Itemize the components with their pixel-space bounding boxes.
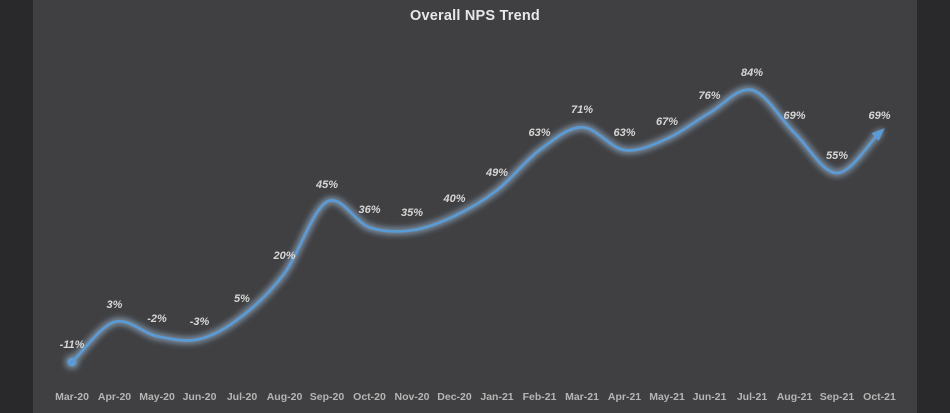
left-background-strip [0, 0, 33, 413]
line-chart-canvas [65, 85, 885, 369]
chart-title: Overall NPS Trend [410, 8, 540, 24]
nps-trend-line [70, 88, 881, 364]
series-end-arrow [871, 128, 885, 141]
series-start-marker [67, 357, 77, 367]
right-background-strip [917, 0, 950, 413]
nps-trend-chart-panel[interactable]: Overall NPS Trend -11% 3% -2% -3% 5% 20% 45% 36… [33, 0, 917, 413]
